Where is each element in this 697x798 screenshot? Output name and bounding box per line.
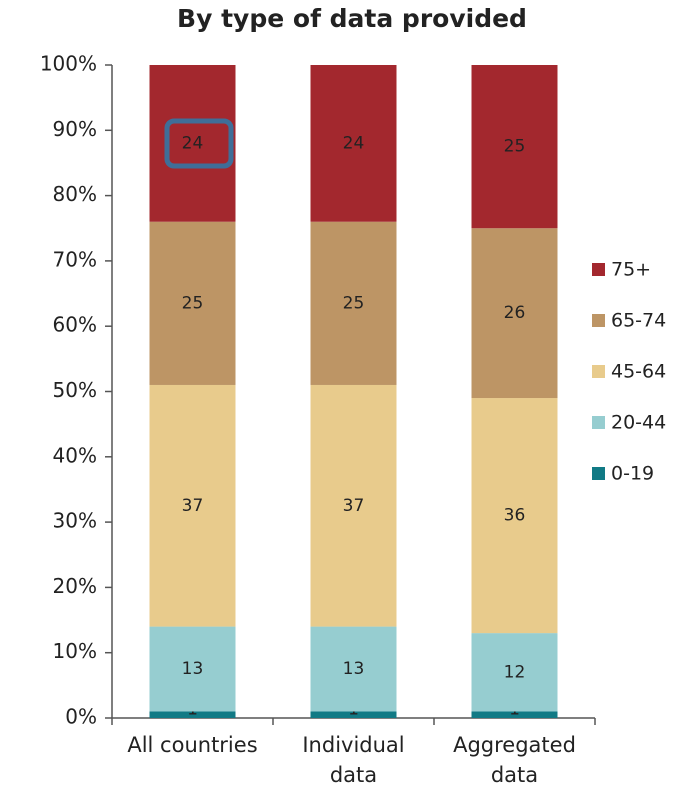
x-tick-label: Individual data (302, 733, 405, 787)
bar-segment (149, 221, 236, 385)
data-label: 25 (504, 137, 526, 157)
bar-segment (149, 711, 236, 718)
y-tick-label: 0% (65, 705, 97, 729)
y-tick-label: 50% (53, 378, 97, 402)
data-label: 26 (504, 303, 526, 323)
bar-segment (149, 384, 236, 627)
y-tick-label: 40% (53, 443, 97, 467)
x-tick-label: All countries (127, 733, 258, 757)
bar-segment (471, 398, 558, 634)
legend-label: 75+ (611, 259, 651, 281)
data-label: 25 (182, 293, 204, 313)
legend-label: 65-74 (611, 310, 666, 332)
y-tick-label: 100% (40, 52, 97, 76)
legend-swatch (592, 365, 605, 378)
y-tick-label: 20% (53, 574, 97, 598)
y-tick-label: 80% (53, 182, 97, 206)
y-tick-label: 30% (53, 509, 97, 533)
bar-segment (149, 626, 236, 712)
legend-label: 20-44 (611, 412, 666, 434)
legend-swatch (592, 467, 605, 480)
bar-segment (310, 65, 397, 222)
highlight-box (164, 118, 234, 169)
y-tick-label: 90% (53, 117, 97, 141)
bar-segment (310, 711, 397, 718)
data-label: 25 (343, 293, 365, 313)
legend-swatch (592, 314, 605, 327)
bar-segment (471, 711, 558, 718)
data-label: 24 (182, 133, 204, 153)
x-tick-label: Aggregated data (453, 733, 576, 787)
legend-label: 45-64 (611, 361, 666, 383)
data-label: 37 (343, 496, 365, 516)
chart-title: By type of data provided (177, 4, 527, 33)
data-label: 12 (504, 662, 526, 682)
data-label: 37 (182, 496, 204, 516)
data-label: 13 (343, 659, 365, 679)
data-label: 13 (182, 659, 204, 679)
bar-segment (310, 626, 397, 712)
data-label: 36 (504, 506, 526, 526)
y-tick-label: 10% (53, 639, 97, 663)
bar-segment (149, 65, 236, 222)
legend-swatch (592, 263, 605, 276)
legend-label: 0-19 (611, 463, 654, 485)
y-tick-label: 60% (53, 313, 97, 337)
bar-segment (310, 221, 397, 385)
bar-segment (471, 633, 558, 712)
y-tick-label: 70% (53, 247, 97, 271)
bar-segment (471, 65, 558, 229)
legend-swatch (592, 416, 605, 429)
data-label: 24 (343, 133, 365, 153)
bar-segment (471, 228, 558, 399)
bar-segment (310, 384, 397, 627)
